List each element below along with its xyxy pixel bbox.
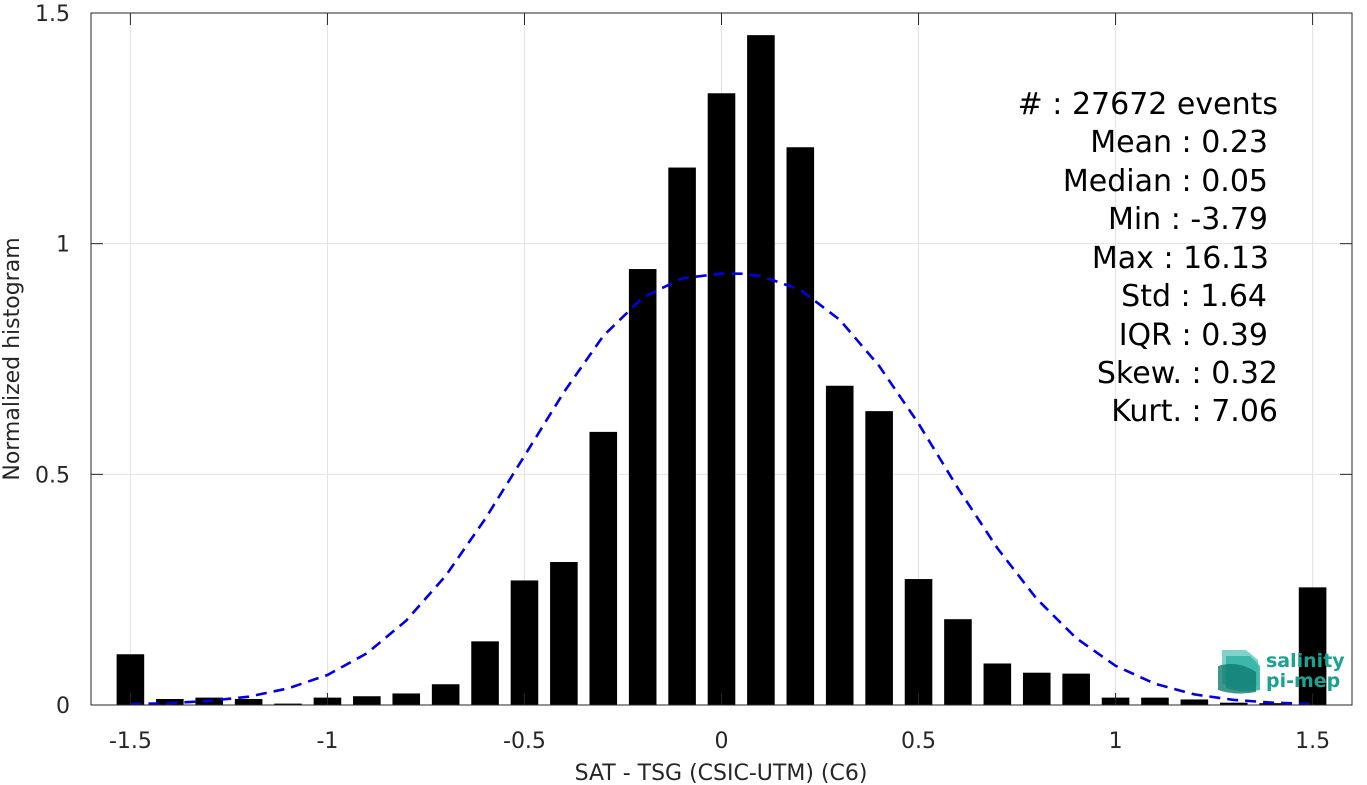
y-axis-label: Normalized histogram	[0, 237, 25, 480]
histogram-bar	[589, 431, 618, 705]
stats-line: Median : 0.05	[1063, 164, 1268, 199]
logo-text-pi-mep: pi-mep	[1266, 670, 1340, 692]
histogram-bar	[471, 641, 499, 705]
histogram-bar	[865, 411, 893, 705]
histogram-bar	[1219, 702, 1248, 705]
histogram-bar	[353, 696, 381, 705]
y-tick-label: 0	[56, 694, 70, 719]
salinity-pi-mep-logo: salinity pi-mep	[1218, 650, 1345, 694]
y-tick-labels: 0 0.5 1 1.5	[35, 2, 70, 719]
stats-line: IQR : 0.39	[1119, 318, 1268, 353]
histogram-bar	[1022, 672, 1051, 705]
histogram-bar	[1062, 673, 1090, 705]
logo-text-salinity: salinity	[1266, 650, 1345, 672]
histogram-bar	[510, 580, 539, 705]
stats-line: Min : -3.79	[1108, 202, 1268, 237]
histogram-bar	[1180, 699, 1209, 705]
y-tick-label: 1	[56, 233, 70, 258]
stats-line: Skew. : 0.32	[1097, 356, 1278, 391]
stats-line: Mean : 0.23	[1090, 125, 1268, 160]
y-tick-label: 0.5	[35, 463, 70, 488]
x-tick-label: 1	[1109, 729, 1123, 754]
histogram-bar	[1298, 587, 1327, 705]
histogram-bar	[747, 35, 775, 706]
histogram-bar	[1259, 703, 1287, 705]
histogram-bar	[983, 663, 1012, 705]
histogram-bar	[786, 147, 815, 706]
stats-line: # : 27672 events	[1018, 87, 1278, 122]
x-tick-labels: -1.5 -1 -0.5 0 0.5 1 1.5	[109, 729, 1330, 754]
stats-line: Kurt. : 7.06	[1111, 394, 1278, 429]
histogram-bar	[628, 269, 657, 705]
histogram-bar	[550, 561, 578, 705]
stats-line: Max : 16.13	[1092, 241, 1269, 276]
x-tick-label: -0.5	[503, 729, 546, 754]
x-tick-label: -1.5	[109, 729, 152, 754]
stats-line: Std : 1.64	[1121, 279, 1267, 314]
axis-ticks	[91, 12, 1352, 706]
x-tick-label: 0	[715, 729, 729, 754]
logo-wave-icon	[1218, 650, 1260, 694]
histogram-bar	[904, 579, 933, 705]
histogram-bar	[944, 619, 972, 705]
histogram-bar	[234, 699, 263, 705]
x-tick-label: -1	[316, 729, 338, 754]
bars	[116, 35, 1327, 706]
x-axis-label: SAT - TSG (CSIC-UTM) (C6)	[575, 761, 868, 785]
histogram-bar	[825, 385, 854, 705]
x-tick-label: 1.5	[1295, 729, 1330, 754]
histogram-bar	[707, 93, 736, 706]
histogram-bar	[274, 703, 302, 705]
histogram-bar	[431, 684, 460, 705]
x-tick-label: 0.5	[901, 729, 936, 754]
histogram-bar	[668, 167, 696, 706]
histogram-bar	[1141, 697, 1169, 705]
y-tick-label: 1.5	[35, 2, 70, 27]
normal-fit-curve	[130, 272, 1313, 706]
histogram-bar	[392, 693, 421, 705]
